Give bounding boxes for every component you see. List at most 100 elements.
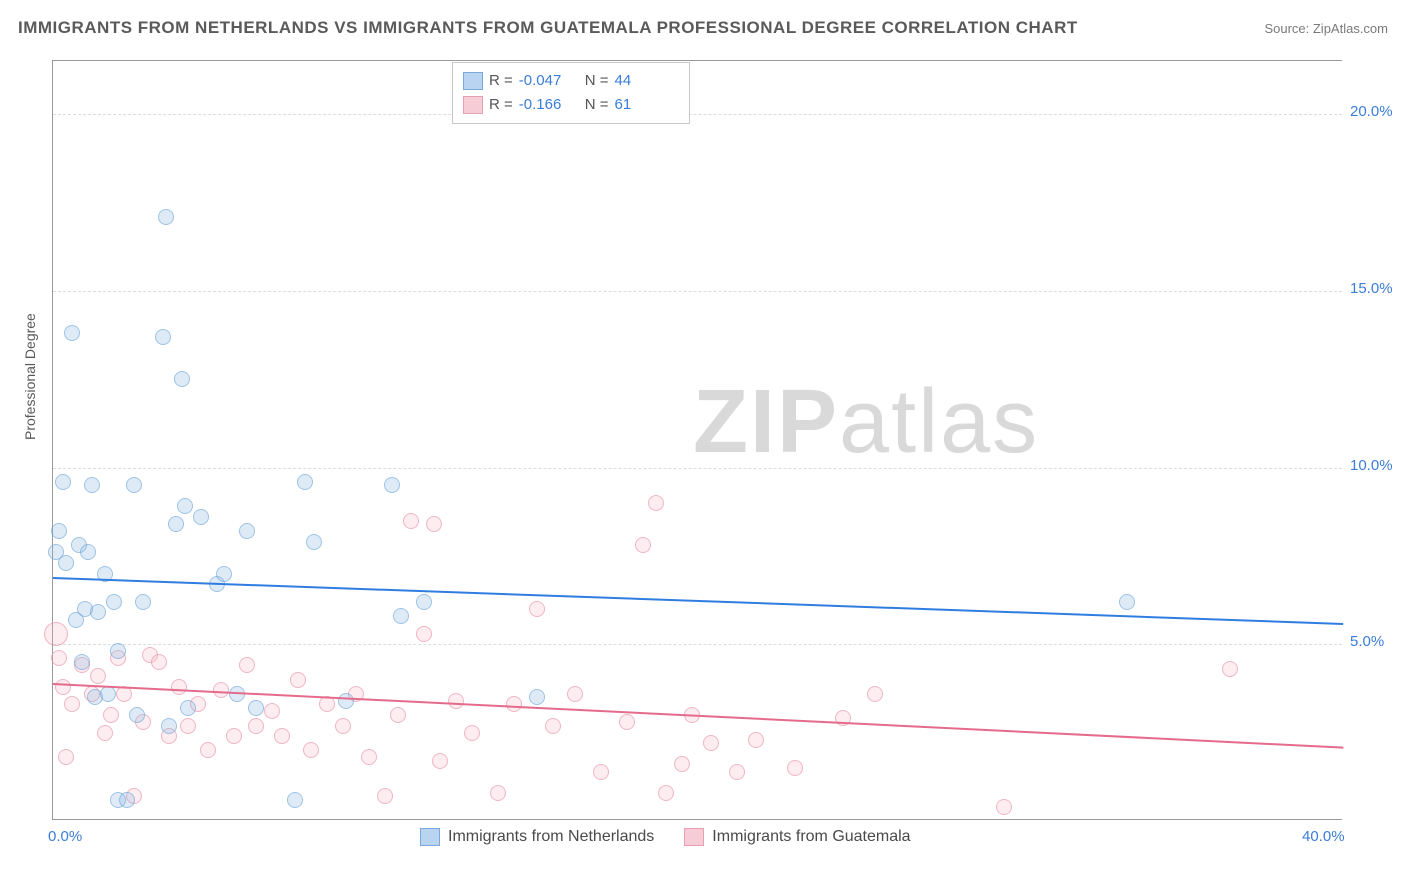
data-point	[1119, 594, 1135, 610]
y-tick-label: 20.0%	[1350, 103, 1393, 120]
data-point	[996, 799, 1012, 815]
data-point	[248, 718, 264, 734]
data-point	[58, 749, 74, 765]
data-point	[426, 516, 442, 532]
watermark: ZIPatlas	[693, 371, 1039, 474]
data-point	[748, 732, 764, 748]
data-point	[180, 700, 196, 716]
legend-correlation: R =-0.047N =44R =-0.166N =61	[452, 62, 690, 124]
chart-title: IMMIGRANTS FROM NETHERLANDS VS IMMIGRANT…	[18, 18, 1078, 38]
data-point	[658, 785, 674, 801]
data-point	[177, 498, 193, 514]
data-point	[84, 477, 100, 493]
data-point	[567, 686, 583, 702]
data-point	[306, 534, 322, 550]
data-point	[1222, 661, 1238, 677]
data-point	[51, 650, 67, 666]
scatter-plot: ZIPatlas	[52, 60, 1342, 820]
y-tick-label: 5.0%	[1350, 633, 1384, 650]
data-point	[335, 718, 351, 734]
data-point	[74, 654, 90, 670]
title-bar: IMMIGRANTS FROM NETHERLANDS VS IMMIGRANT…	[18, 18, 1388, 38]
data-point	[226, 728, 242, 744]
data-point	[529, 689, 545, 705]
data-point	[290, 672, 306, 688]
data-point	[729, 764, 745, 780]
source-label: Source: ZipAtlas.com	[1264, 21, 1388, 36]
data-point	[287, 792, 303, 808]
grid-line	[53, 468, 1342, 469]
data-point	[180, 718, 196, 734]
legend-row: R =-0.166N =61	[463, 93, 675, 117]
data-point	[106, 594, 122, 610]
legend-n-value: 44	[615, 69, 675, 93]
legend-r-label: R =	[489, 69, 513, 93]
data-point	[110, 643, 126, 659]
data-point	[506, 696, 522, 712]
data-point	[787, 760, 803, 776]
data-point	[44, 622, 68, 646]
legend-swatch	[463, 72, 483, 90]
data-point	[593, 764, 609, 780]
data-point	[393, 608, 409, 624]
legend-r-value: -0.166	[519, 93, 579, 117]
x-tick-label: 0.0%	[48, 828, 82, 845]
data-point	[490, 785, 506, 801]
data-point	[416, 626, 432, 642]
data-point	[161, 718, 177, 734]
legend-r-label: R =	[489, 93, 513, 117]
data-point	[464, 725, 480, 741]
data-point	[274, 728, 290, 744]
data-point	[448, 693, 464, 709]
trend-line	[53, 577, 1343, 625]
data-point	[216, 566, 232, 582]
legend-n-value: 61	[615, 93, 675, 117]
data-point	[264, 703, 280, 719]
legend-item: Immigrants from Guatemala	[684, 828, 910, 846]
data-point	[64, 325, 80, 341]
data-point	[297, 474, 313, 490]
data-point	[158, 209, 174, 225]
data-point	[90, 604, 106, 620]
y-tick-label: 15.0%	[1350, 280, 1393, 297]
data-point	[80, 544, 96, 560]
legend-n-label: N =	[585, 93, 609, 117]
data-point	[239, 657, 255, 673]
data-point	[168, 516, 184, 532]
legend-item: Immigrants from Netherlands	[420, 828, 654, 846]
data-point	[55, 474, 71, 490]
data-point	[200, 742, 216, 758]
data-point	[119, 792, 135, 808]
trend-line	[53, 683, 1343, 749]
y-tick-label: 10.0%	[1350, 457, 1393, 474]
data-point	[100, 686, 116, 702]
data-point	[174, 371, 190, 387]
data-point	[619, 714, 635, 730]
legend-row: R =-0.047N =44	[463, 69, 675, 93]
legend-r-value: -0.047	[519, 69, 579, 93]
legend-label: Immigrants from Netherlands	[448, 828, 654, 846]
legend-swatch	[684, 828, 704, 846]
data-point	[674, 756, 690, 772]
data-point	[703, 735, 719, 751]
data-point	[90, 668, 106, 684]
data-point	[377, 788, 393, 804]
data-point	[129, 707, 145, 723]
data-point	[58, 555, 74, 571]
grid-line	[53, 291, 1342, 292]
data-point	[390, 707, 406, 723]
data-point	[403, 513, 419, 529]
data-point	[867, 686, 883, 702]
grid-line	[53, 644, 1342, 645]
data-point	[103, 707, 119, 723]
data-point	[432, 753, 448, 769]
data-point	[361, 749, 377, 765]
data-point	[171, 679, 187, 695]
data-point	[126, 477, 142, 493]
data-point	[248, 700, 264, 716]
data-point	[64, 696, 80, 712]
legend-swatch	[463, 96, 483, 114]
x-tick-label: 40.0%	[1302, 828, 1345, 845]
legend-swatch	[420, 828, 440, 846]
data-point	[155, 329, 171, 345]
